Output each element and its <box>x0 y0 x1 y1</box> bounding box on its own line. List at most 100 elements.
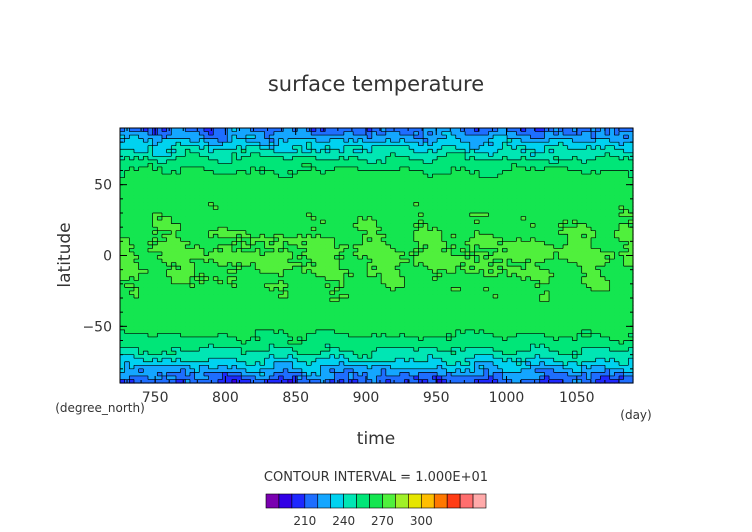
heatmap-cell <box>623 234 629 239</box>
heatmap-cell <box>535 202 541 207</box>
heatmap-cell <box>605 191 611 196</box>
heatmap-cell <box>614 251 620 257</box>
heatmap-cell <box>129 244 135 250</box>
heatmap-cell <box>595 234 601 239</box>
heatmap-cell <box>264 259 270 264</box>
heatmap-cell <box>497 248 504 253</box>
heatmap-cell <box>120 135 126 140</box>
heatmap-cell <box>189 184 196 189</box>
heatmap-cell <box>399 128 406 133</box>
heatmap-cell <box>255 174 261 179</box>
heatmap-cell <box>241 128 247 133</box>
heatmap-cell <box>539 223 545 228</box>
heatmap-cell <box>572 220 578 225</box>
heatmap-cell <box>325 159 331 165</box>
heatmap-cell <box>129 131 135 136</box>
heatmap-cell <box>245 262 252 267</box>
heatmap-cell <box>460 213 466 218</box>
heatmap-cell <box>320 184 326 189</box>
heatmap-cell <box>497 174 504 179</box>
heatmap-cell <box>199 269 205 274</box>
heatmap-cell <box>227 266 233 271</box>
heatmap-cell <box>157 195 163 200</box>
heatmap-cell <box>185 241 191 246</box>
heatmap-cell <box>292 191 298 196</box>
heatmap-cell <box>371 181 378 186</box>
heatmap-cell <box>567 237 573 242</box>
heatmap-cell <box>222 269 228 274</box>
heatmap-cell <box>493 170 499 175</box>
heatmap-cell <box>339 202 345 207</box>
heatmap-cell <box>189 202 196 207</box>
heatmap-cell <box>143 216 149 221</box>
heatmap-cell <box>278 142 284 147</box>
heatmap-cell <box>507 248 513 253</box>
heatmap-cell <box>544 202 550 207</box>
heatmap-cell <box>166 181 172 186</box>
heatmap-cell <box>301 266 308 271</box>
heatmap-cell <box>371 156 378 161</box>
heatmap-cell <box>311 223 317 228</box>
heatmap-cell <box>409 283 415 288</box>
heatmap-cell <box>287 181 294 186</box>
heatmap-cell <box>628 135 634 140</box>
heatmap-cell <box>245 174 252 179</box>
heatmap-cell <box>213 177 219 182</box>
heatmap-cell <box>362 205 368 211</box>
heatmap-cell <box>371 216 378 221</box>
heatmap-cell <box>381 280 387 285</box>
heatmap-cell <box>297 230 303 235</box>
heatmap-cell <box>600 255 606 260</box>
heatmap-cell <box>376 251 382 257</box>
heatmap-cell <box>605 266 611 271</box>
heatmap-cell <box>549 280 555 285</box>
heatmap-cell <box>367 227 373 232</box>
heatmap-cell <box>385 276 392 281</box>
heatmap-cell <box>147 213 154 218</box>
heatmap-cell <box>301 234 308 239</box>
heatmap-cell <box>157 184 163 189</box>
heatmap-cell <box>334 174 340 179</box>
heatmap-cell <box>241 142 247 147</box>
heatmap-cell <box>371 255 378 260</box>
heatmap-cell <box>385 198 392 203</box>
heatmap-cell <box>273 230 280 235</box>
heatmap-cell <box>614 135 620 140</box>
heatmap-cell <box>586 191 592 196</box>
heatmap-cell <box>124 262 130 267</box>
heatmap-cell <box>474 209 480 214</box>
heatmap-cell <box>409 223 415 228</box>
heatmap-cell <box>628 244 634 250</box>
heatmap-cell <box>343 177 350 182</box>
heatmap-cell <box>273 283 280 288</box>
heatmap-cell <box>311 170 317 175</box>
heatmap-cell <box>287 227 294 232</box>
heatmap-cell <box>208 166 214 172</box>
heatmap-cell <box>553 269 559 274</box>
heatmap-cell <box>451 188 457 193</box>
heatmap-cell <box>185 230 191 235</box>
heatmap-cell <box>259 184 266 189</box>
heatmap-cell <box>451 262 457 267</box>
heatmap-cell <box>222 262 228 267</box>
heatmap-cell <box>623 251 629 257</box>
heatmap-cell <box>133 241 140 246</box>
heatmap-cell <box>194 223 200 228</box>
heatmap-cell <box>348 251 354 257</box>
heatmap-cell <box>334 213 340 218</box>
heatmap-cell <box>320 166 326 172</box>
heatmap-cell <box>614 230 620 235</box>
heatmap-cell <box>530 244 536 250</box>
heatmap-cell <box>283 191 289 196</box>
heatmap-cell <box>390 216 396 221</box>
heatmap-cell <box>544 131 550 136</box>
heatmap-cell <box>353 184 359 189</box>
heatmap-cell <box>231 184 238 189</box>
heatmap-cell <box>381 259 387 264</box>
heatmap-cell <box>189 131 196 136</box>
heatmap-cell <box>451 181 457 186</box>
heatmap-cell <box>488 198 494 203</box>
heatmap-cell <box>325 273 331 278</box>
heatmap-cell <box>283 248 289 253</box>
heatmap-cell <box>446 159 452 165</box>
